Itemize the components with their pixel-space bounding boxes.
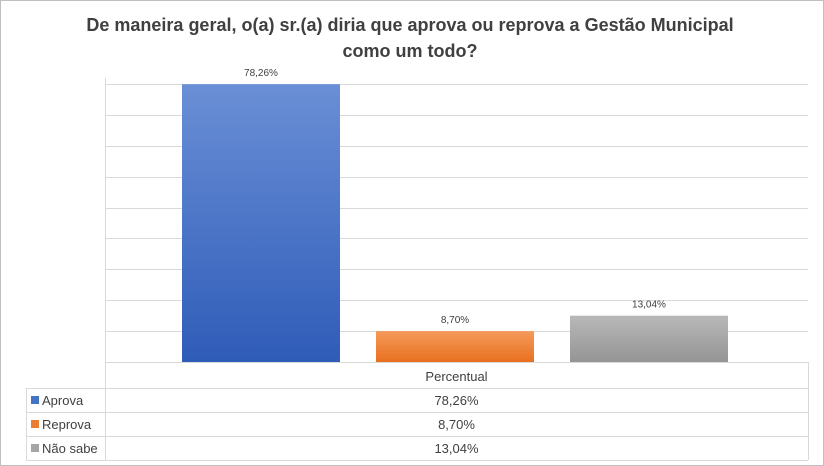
bars: 78,26% 8,70% 13,04% <box>182 68 728 362</box>
bar-1 <box>182 84 340 362</box>
legend-name-3: Não sabe <box>42 441 98 456</box>
data-table: Percentual Aprova 78,26% Reprova 8,70% Não sa… <box>26 78 809 461</box>
data-label-1: 78,26% <box>244 68 278 79</box>
category-label: Percentual <box>425 369 487 384</box>
bar-2 <box>376 331 534 362</box>
legend-name-2: Reprova <box>42 417 92 432</box>
chart-title: De maneira geral, o(a) sr.(a) diria que … <box>86 15 734 61</box>
bar-3 <box>570 315 728 362</box>
legend-key-1 <box>31 396 39 404</box>
legend-key-2 <box>31 420 39 428</box>
legend-key-3 <box>31 444 39 452</box>
table-value-2: 8,70% <box>438 417 475 432</box>
data-label-3: 13,04% <box>632 300 666 311</box>
table-value-1: 78,26% <box>434 393 479 408</box>
legend-name-1: Aprova <box>42 393 84 408</box>
table-value-3: 13,04% <box>434 441 479 456</box>
data-label-2: 8,70% <box>441 315 469 326</box>
